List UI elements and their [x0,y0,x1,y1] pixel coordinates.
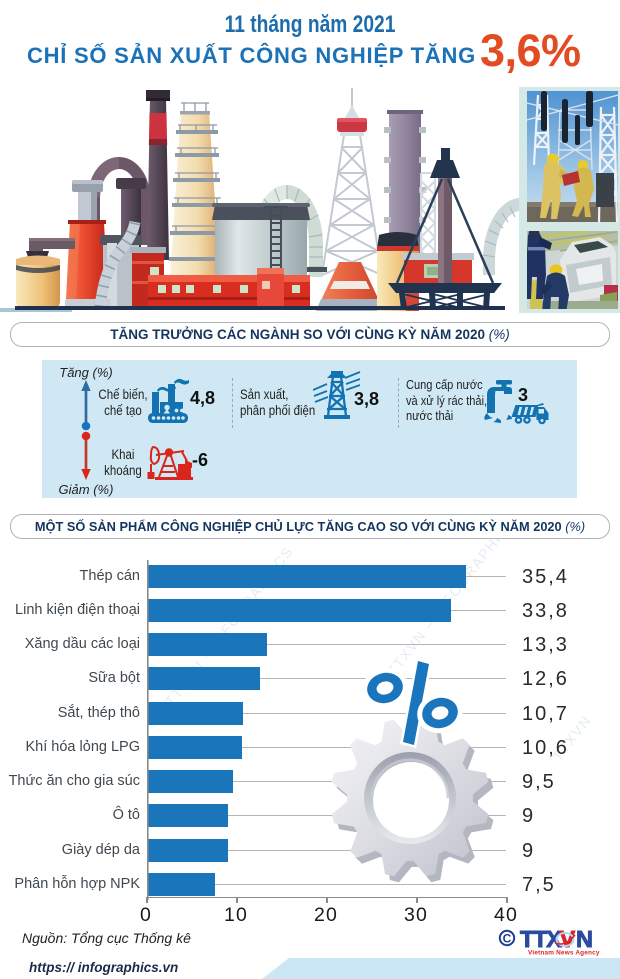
svg-text:Vietnam News Agency: Vietnam News Agency [528,950,600,957]
svg-text:N: N [576,926,592,952]
svg-text:C: C [503,932,512,946]
